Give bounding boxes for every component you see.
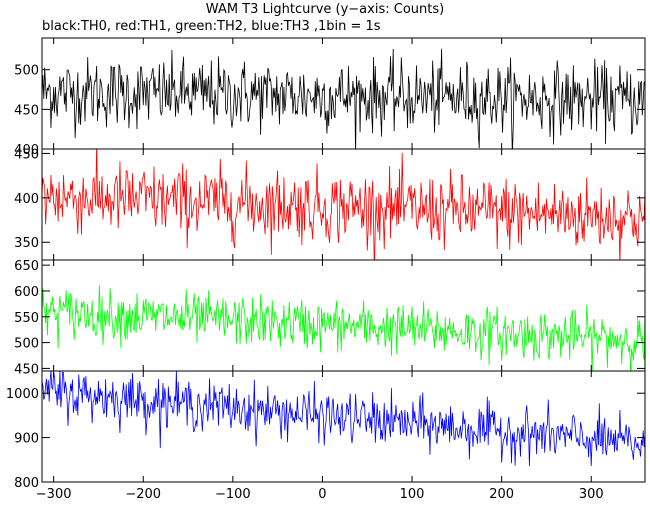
x-tick-label: −300 xyxy=(36,487,72,502)
y-tick-label: 500 xyxy=(14,64,39,79)
x-tick-label: 200 xyxy=(489,487,514,502)
x-tick-label: 0 xyxy=(318,487,326,502)
panel-th2: 450 500 550 600 650 xyxy=(14,259,646,377)
chart-title: WAM T3 Lightcurve (y−axis: Counts) xyxy=(205,2,445,17)
series-line-th2 xyxy=(42,284,645,371)
x-tick-label: −100 xyxy=(215,487,251,502)
y-tick-label: 900 xyxy=(14,432,39,447)
y-tick-label: 450 xyxy=(14,147,39,162)
y-tick-label: 500 xyxy=(14,337,39,352)
panel-frame xyxy=(41,370,646,483)
y-tick-label: 800 xyxy=(14,476,39,491)
panel-th3: 800 900 1000 xyxy=(6,370,646,491)
series-line-th1 xyxy=(42,149,645,260)
y-tick-label: 350 xyxy=(14,236,39,251)
y-tick-label: 400 xyxy=(14,143,39,158)
y-tick-label: 400 xyxy=(14,192,39,207)
panel-th0: 400 450 500 xyxy=(14,37,646,158)
x-tick-label: 100 xyxy=(400,487,425,502)
chart-subtitle: black:TH0, red:TH1, green:TH2, blue:TH3 … xyxy=(42,19,381,34)
y-tick-label: 450 xyxy=(14,103,39,118)
series-line-th3 xyxy=(42,371,645,467)
x-tick-label: 300 xyxy=(579,487,604,502)
y-tick-label: 600 xyxy=(14,285,39,300)
y-tick-label: 650 xyxy=(14,259,39,274)
panel-th1: 350 400 450 xyxy=(14,147,646,261)
y-tick-label: 550 xyxy=(14,311,39,326)
y-tick-label: 1000 xyxy=(6,387,39,402)
y-tick-label: 450 xyxy=(14,362,39,377)
series-line-th0 xyxy=(42,48,645,149)
x-tick-label: −200 xyxy=(125,487,161,502)
